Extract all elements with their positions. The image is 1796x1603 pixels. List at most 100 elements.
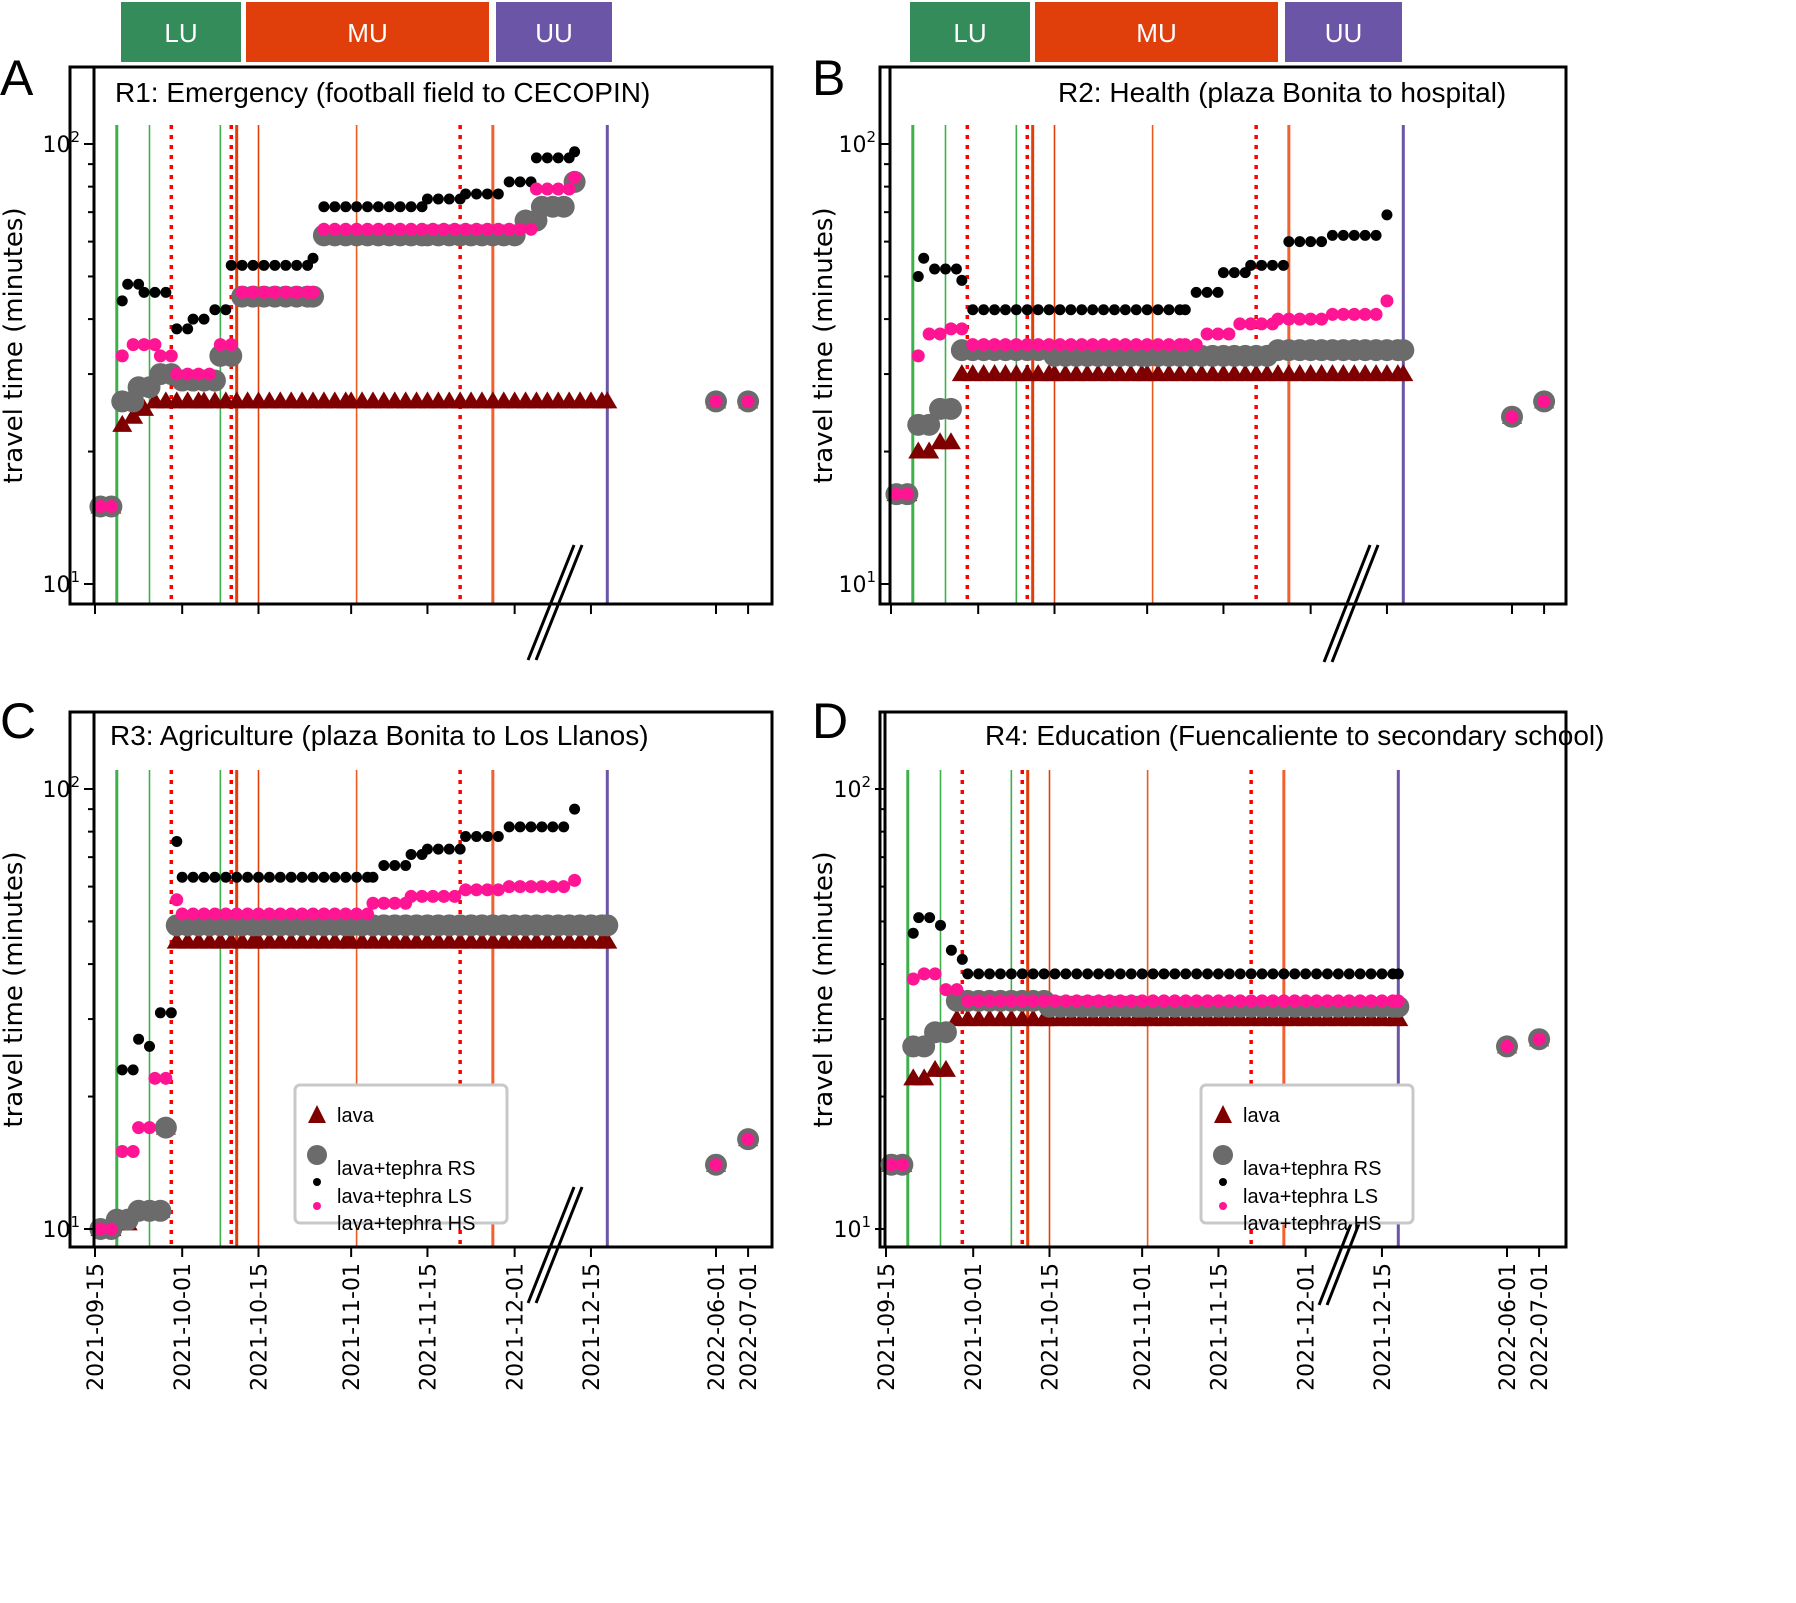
axis-break-line [534, 544, 584, 661]
x-axis [94, 602, 772, 614]
legend-label: lava+tephra LS [337, 1186, 472, 1208]
data-point [224, 338, 238, 352]
data-point [340, 871, 352, 883]
data-point [437, 889, 451, 903]
legend-marker-circle [307, 1145, 327, 1165]
phase-bar-label: LU [164, 18, 197, 48]
y-axis-label: travel time (minutes) [809, 207, 839, 483]
data-point [1180, 968, 1192, 980]
x-axis: 2021-09-15 2021-10-01 2021-10-15 2021-11-01… [84, 1245, 772, 1391]
data-point [317, 907, 331, 921]
data-point [132, 1121, 146, 1135]
data-point [148, 338, 162, 352]
data-point [361, 907, 374, 921]
data-point [198, 313, 210, 325]
data-point [1202, 968, 1214, 980]
phase-bar-rect [496, 2, 612, 62]
data-point [372, 201, 384, 213]
data-point [1343, 968, 1355, 980]
phase-bar-rect [910, 2, 1030, 62]
data-point [1326, 229, 1338, 241]
data-point [246, 285, 260, 299]
data-point [1168, 994, 1182, 1008]
phase-bar-uu: UU [496, 2, 612, 62]
data-point [280, 259, 292, 271]
data-point [153, 349, 167, 363]
legend-label: lava+tephra RS [1243, 1158, 1381, 1180]
y-tick-label: 102 [42, 773, 80, 803]
data-point [1092, 994, 1106, 1008]
data-point [378, 860, 390, 872]
data-point [535, 880, 549, 894]
y-tick-exponent: 1 [70, 1213, 80, 1231]
panel-letter: B [812, 50, 845, 106]
data-point [1075, 338, 1089, 352]
data-point [230, 907, 244, 921]
data-point [1190, 994, 1204, 1008]
x-tick-label: 2021-10-01 [962, 1263, 987, 1391]
data-point [367, 871, 379, 883]
data-point [164, 349, 178, 363]
data-point [416, 201, 428, 213]
data-point [1305, 236, 1317, 248]
y-tick-label: 101 [833, 1213, 871, 1243]
legend-label: lava+tephra LS [1243, 1186, 1378, 1208]
data-point [253, 871, 264, 883]
data-point [551, 182, 565, 196]
data-point [1316, 236, 1328, 248]
legend-box [293, 1083, 509, 1225]
data-point [1042, 338, 1056, 352]
data-point [170, 893, 184, 907]
data-point [1337, 229, 1349, 241]
data-point [1201, 286, 1213, 298]
legend-marker-circle [1213, 1145, 1233, 1165]
data-point [1256, 259, 1268, 271]
series-lava [886, 364, 1555, 502]
data-point [1065, 304, 1077, 316]
y-tick-label: 102 [42, 128, 80, 158]
data-point [274, 871, 286, 883]
data-point [552, 152, 564, 164]
y-tick-exponent: 2 [861, 773, 871, 791]
data-point [1353, 994, 1367, 1008]
data-point [171, 835, 183, 847]
data-point [1392, 339, 1415, 362]
legend-marker-triangle [1214, 1105, 1232, 1123]
y-tick-label: 101 [42, 568, 80, 598]
data-point [884, 1158, 898, 1172]
data-point [122, 278, 134, 290]
data-point [1179, 304, 1191, 316]
phase-bar-label: UU [1325, 18, 1363, 48]
data-point [415, 889, 429, 903]
data-point [1032, 304, 1044, 316]
data-point [459, 222, 473, 236]
phase-bar-rect [1285, 2, 1402, 62]
data-point [1070, 994, 1084, 1008]
data-point [1043, 304, 1055, 316]
data-point [972, 994, 986, 1008]
data-point [1021, 304, 1033, 316]
legend-marker-dot [1219, 1202, 1227, 1210]
data-point [1365, 968, 1377, 980]
data-point [1071, 968, 1083, 980]
data-point [913, 912, 925, 924]
data-point [257, 285, 271, 299]
data-point [1162, 338, 1176, 352]
y-tick-label: 101 [42, 1213, 80, 1243]
data-point [1135, 994, 1149, 1008]
x-tick-label: 2021-10-15 [248, 1263, 273, 1391]
data-point [197, 907, 211, 921]
data-point [115, 1145, 129, 1159]
phase-bar-rect [246, 2, 489, 62]
data-point [984, 968, 996, 980]
data-point [432, 193, 444, 205]
data-point [329, 201, 341, 213]
data-point [1081, 994, 1095, 1008]
phase-bar-label: UU [535, 18, 573, 48]
data-point [983, 994, 997, 1008]
data-point [366, 896, 380, 910]
data-point [1097, 338, 1111, 352]
data-point [1009, 338, 1023, 352]
x-tick-label: 2022-06-01 [705, 1263, 730, 1391]
axis-break-line [1330, 544, 1380, 663]
